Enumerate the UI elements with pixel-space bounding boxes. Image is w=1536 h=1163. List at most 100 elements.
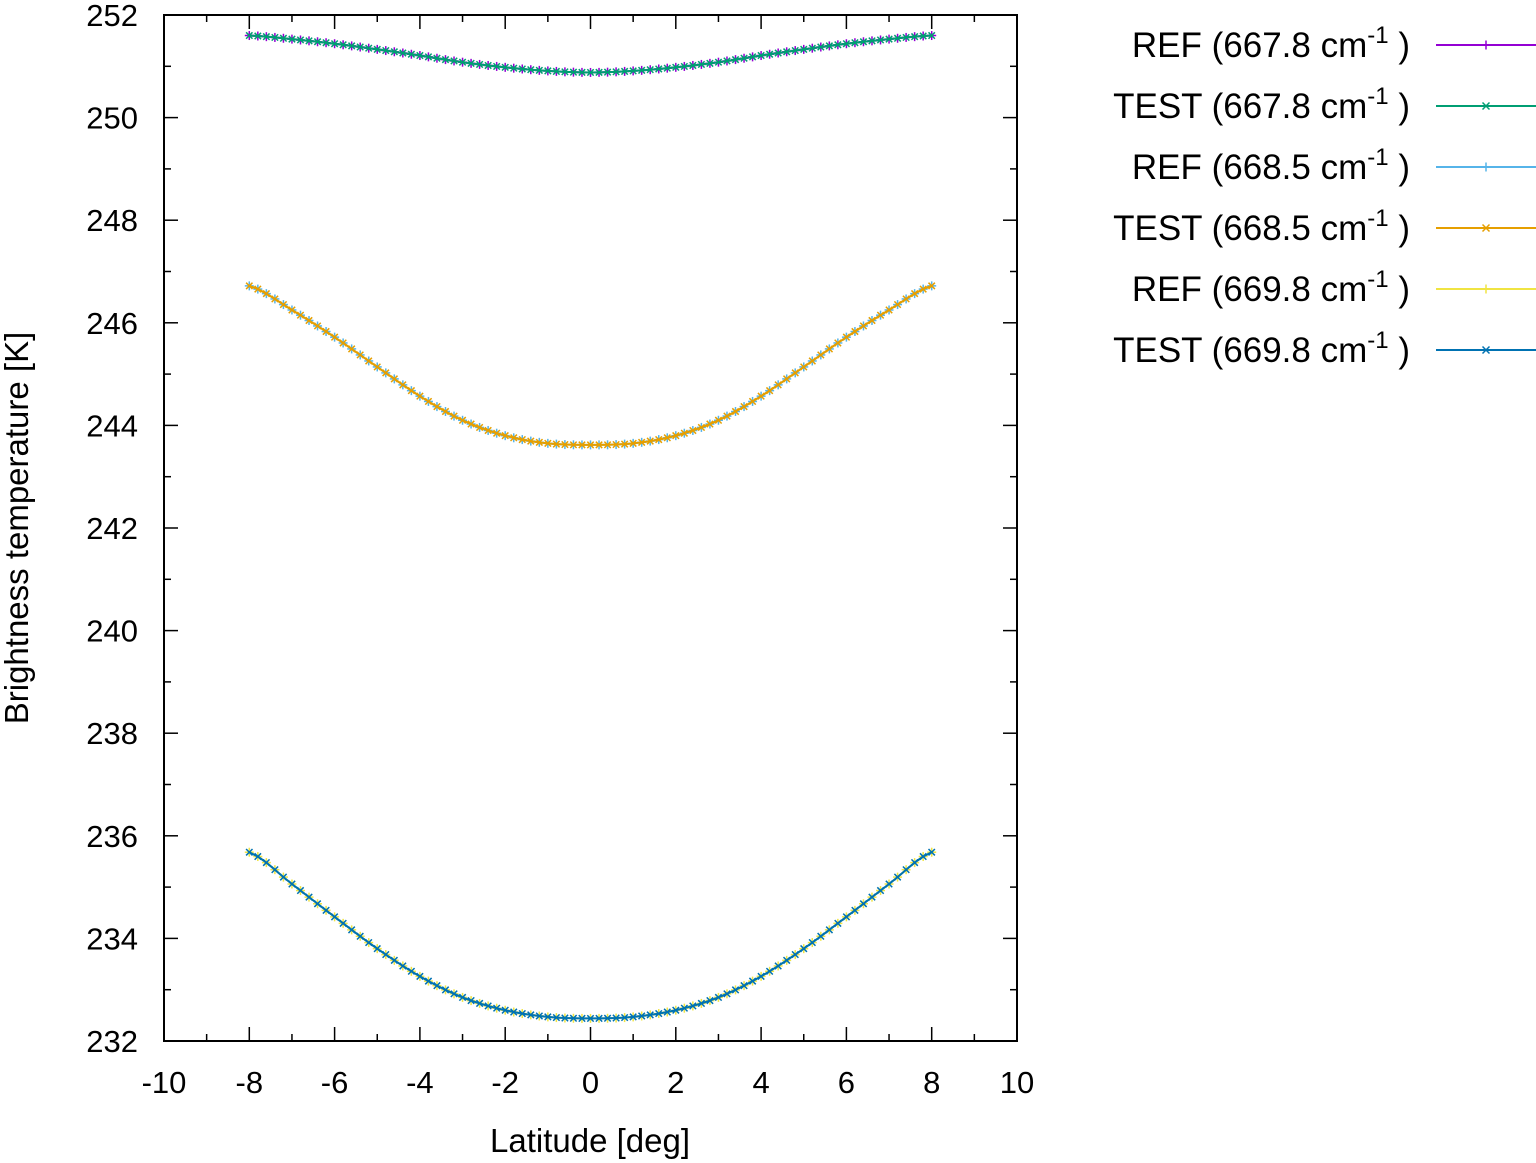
- data-point: [313, 38, 322, 46]
- data-point: [603, 441, 612, 449]
- data-point: [697, 60, 706, 69]
- series-2: [244, 281, 937, 450]
- data-point: [450, 57, 458, 65]
- data-point: [254, 852, 262, 861]
- data-point: [723, 412, 731, 420]
- data-point: [646, 437, 654, 445]
- data-point: [535, 66, 544, 75]
- y-tick-label: 250: [86, 101, 138, 136]
- x-tick-label: -10: [142, 1065, 187, 1100]
- data-point: [424, 53, 433, 61]
- y-tick-label: 244: [86, 408, 138, 443]
- data-point: [330, 333, 339, 341]
- data-point: [484, 61, 492, 70]
- data-point: [467, 996, 475, 1005]
- data-point: [262, 289, 271, 298]
- data-point: [288, 306, 296, 314]
- legend-swatch-marker: [1481, 40, 1491, 50]
- series-4: [244, 847, 937, 1023]
- data-point: [817, 351, 825, 359]
- series-line: [248, 284, 933, 446]
- data-point: [672, 1006, 680, 1014]
- data-point: [646, 1011, 654, 1019]
- data-point: [245, 282, 254, 290]
- data-point: [561, 1014, 569, 1022]
- y-tick-label: 236: [86, 819, 138, 854]
- series-layer: [244, 31, 937, 1023]
- legend-label: TEST (667.8 cm-1 ): [1113, 83, 1410, 126]
- data-point: [629, 1013, 637, 1021]
- data-point: [629, 439, 637, 448]
- data-point: [748, 53, 757, 61]
- data-point: [339, 339, 347, 347]
- data-point: [279, 300, 288, 309]
- data-point: [927, 282, 936, 290]
- data-point: [586, 1014, 595, 1023]
- data-point: [467, 420, 475, 428]
- data-point: [586, 68, 595, 77]
- data-point: [927, 848, 936, 856]
- data-point: [475, 999, 484, 1008]
- data-point: [569, 1014, 578, 1023]
- data-point: [595, 1014, 603, 1023]
- data-point: [296, 311, 305, 319]
- legend-swatch-marker: [1481, 223, 1491, 233]
- legend-label: REF (669.8 cm-1 ): [1132, 266, 1410, 309]
- series-line: [248, 284, 933, 446]
- data-point: [927, 31, 936, 40]
- data-point: [748, 397, 757, 406]
- series-3: [245, 282, 936, 449]
- data-point: [620, 1013, 629, 1022]
- data-point: [390, 48, 399, 56]
- data-point: [552, 440, 561, 448]
- data-point: [817, 43, 825, 51]
- data-point: [373, 363, 381, 371]
- legend-label-exponent: -1: [1367, 205, 1388, 232]
- data-point: [296, 886, 305, 895]
- data-point: [305, 316, 313, 325]
- data-point: [544, 439, 552, 448]
- data-point: [800, 363, 808, 371]
- data-point: [868, 316, 876, 325]
- data-point: [774, 381, 782, 389]
- legend-label: REF (667.8 cm-1 ): [1132, 22, 1410, 65]
- data-point: [868, 37, 876, 45]
- x-tick-label: 10: [1000, 1065, 1034, 1100]
- data-point: [800, 944, 808, 953]
- data-point: [492, 1004, 501, 1012]
- data-point: [791, 46, 799, 55]
- legend-swatch-marker: [1481, 101, 1491, 111]
- data-point: [458, 416, 467, 425]
- data-point: [399, 962, 407, 970]
- legend-label-name: TEST (667.8 cm: [1113, 87, 1367, 126]
- data-point: [919, 32, 927, 40]
- data-point: [245, 848, 254, 856]
- data-point: [330, 913, 339, 921]
- legend-label-exponent: -1: [1367, 266, 1388, 293]
- data-point: [458, 993, 467, 1002]
- data-point: [322, 906, 330, 915]
- data-point: [288, 35, 296, 43]
- legend-item: TEST (668.5 cm-1 ): [1113, 205, 1536, 248]
- data-point: [271, 33, 279, 42]
- data-point: [689, 426, 697, 435]
- data-point: [680, 62, 689, 71]
- data-point: [382, 46, 390, 55]
- data-point: [382, 369, 390, 377]
- legend: REF (667.8 cm-1 ) TEST (667.8 cm-1 ) REF (…: [1113, 22, 1536, 370]
- data-point: [527, 1011, 535, 1019]
- data-point: [330, 39, 339, 48]
- x-tick-label: 6: [838, 1065, 855, 1100]
- data-point: [441, 986, 450, 994]
- data-point: [441, 55, 450, 64]
- data-point: [637, 66, 646, 75]
- data-point: [279, 873, 288, 881]
- data-point: [441, 407, 450, 416]
- data-point: [620, 67, 629, 76]
- data-point: [458, 58, 467, 66]
- data-point: [825, 42, 834, 50]
- data-point: [672, 63, 680, 72]
- data-point: [723, 57, 731, 65]
- y-tick-label: 248: [86, 203, 138, 238]
- data-point: [689, 1002, 697, 1010]
